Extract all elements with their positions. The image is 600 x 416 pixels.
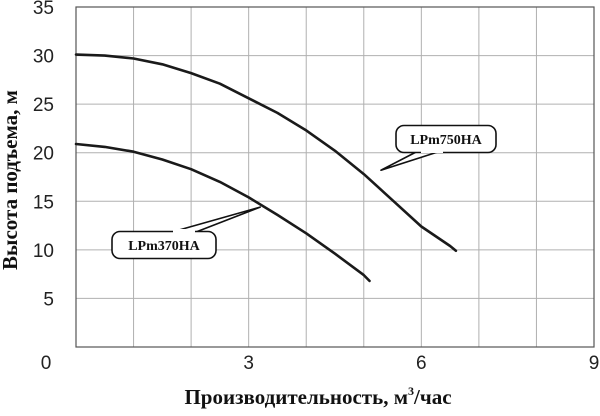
y-tick-label: 35 — [33, 0, 54, 19]
y-tick-label: 25 — [33, 95, 54, 116]
y-tick-label: 15 — [33, 192, 54, 213]
x-tick-label: 6 — [416, 353, 427, 374]
callout-box — [395, 124, 497, 154]
y-tick-label: 30 — [33, 47, 54, 68]
callout-pointer — [171, 206, 261, 233]
x-tick-label: 9 — [589, 353, 600, 374]
callouts: LPm750HA LPm370HA — [111, 124, 497, 260]
series-line-lpm370ha — [74, 142, 371, 283]
grid — [76, 7, 594, 347]
series-line-lpm750ha — [74, 53, 458, 253]
callout-joint — [421, 147, 443, 153]
y-tick-label: 20 — [33, 144, 54, 165]
y-tick-label: 10 — [33, 241, 54, 262]
y-axis-label: Высота подъема, м — [0, 90, 22, 270]
plot-border — [75, 6, 595, 348]
y-tick-label: 5 — [43, 289, 54, 310]
x-tick-label: 0 — [41, 353, 52, 374]
x-tick-label: 3 — [243, 353, 254, 374]
series-group — [74, 53, 458, 283]
plot-frame — [75, 6, 595, 348]
x-tick-labels: 0 3 6 9 — [41, 353, 600, 374]
callout-label: LPm750HA — [410, 133, 482, 148]
y-tick-labels: 5 10 15 20 25 30 35 — [33, 0, 54, 310]
callout-box — [111, 230, 217, 260]
x-axis-label: Производительность, м3/час — [184, 384, 451, 409]
callout-joint — [173, 229, 195, 235]
callout-label: LPm370HA — [128, 239, 200, 254]
